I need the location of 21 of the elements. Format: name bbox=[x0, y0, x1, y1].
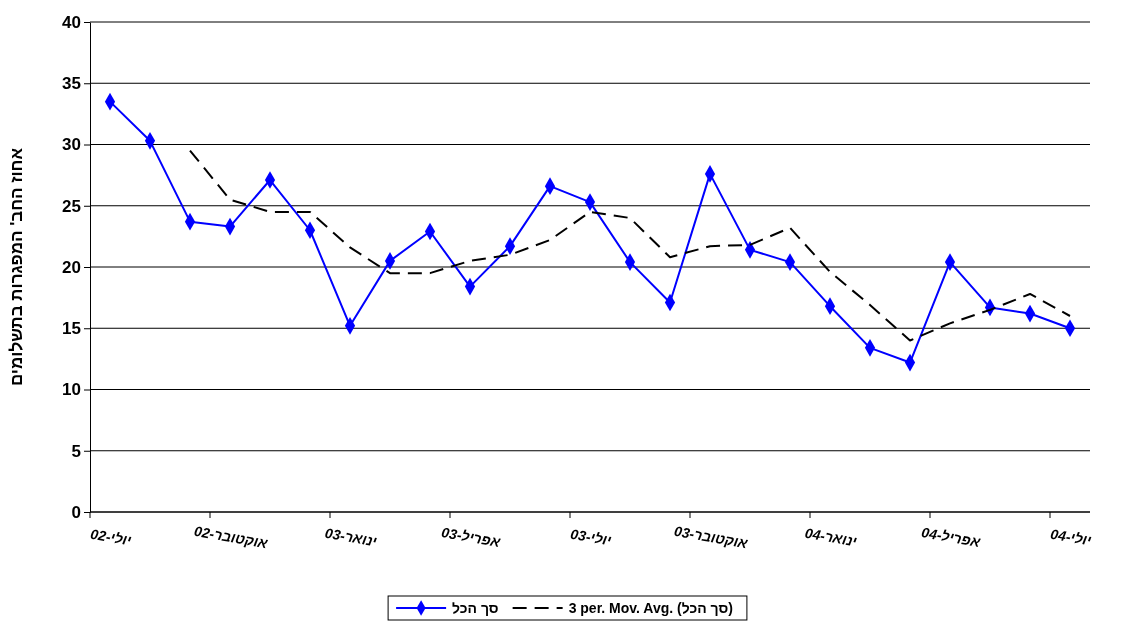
x-tick-label: יולי-03 bbox=[569, 525, 613, 549]
y-tick-label: 30 bbox=[62, 135, 81, 155]
x-tick-label: אוקטובר-02 bbox=[193, 522, 270, 552]
x-tick-label: ינואר-03 bbox=[323, 524, 379, 550]
y-tick-label: 15 bbox=[62, 319, 81, 339]
legend-label: סך הכל bbox=[452, 599, 499, 616]
y-tick-label: 40 bbox=[62, 12, 81, 32]
legend-label: 3 per. Mov. Avg. (סך הכל) bbox=[568, 599, 733, 616]
y-axis-title: אחוז החב' המפגרות בתשלומים bbox=[7, 147, 26, 387]
y-tick-label: 35 bbox=[62, 74, 81, 94]
y-tick-label: 25 bbox=[62, 196, 81, 216]
x-tick-label: יולי-02 bbox=[89, 525, 133, 549]
y-tick-label: 20 bbox=[62, 257, 81, 277]
x-tick-label: ינואר-04 bbox=[803, 524, 859, 550]
x-tick-label: אוקטובר-03 bbox=[673, 522, 750, 552]
x-tick-label: אפריל-03 bbox=[440, 524, 502, 551]
y-tick-label: 10 bbox=[62, 380, 81, 400]
x-tick-label: יולי-04 bbox=[1049, 525, 1093, 549]
y-tick-label: 0 bbox=[71, 502, 81, 522]
x-tick-label: אפריל-04 bbox=[920, 524, 982, 551]
y-tick-label: 5 bbox=[71, 441, 81, 461]
